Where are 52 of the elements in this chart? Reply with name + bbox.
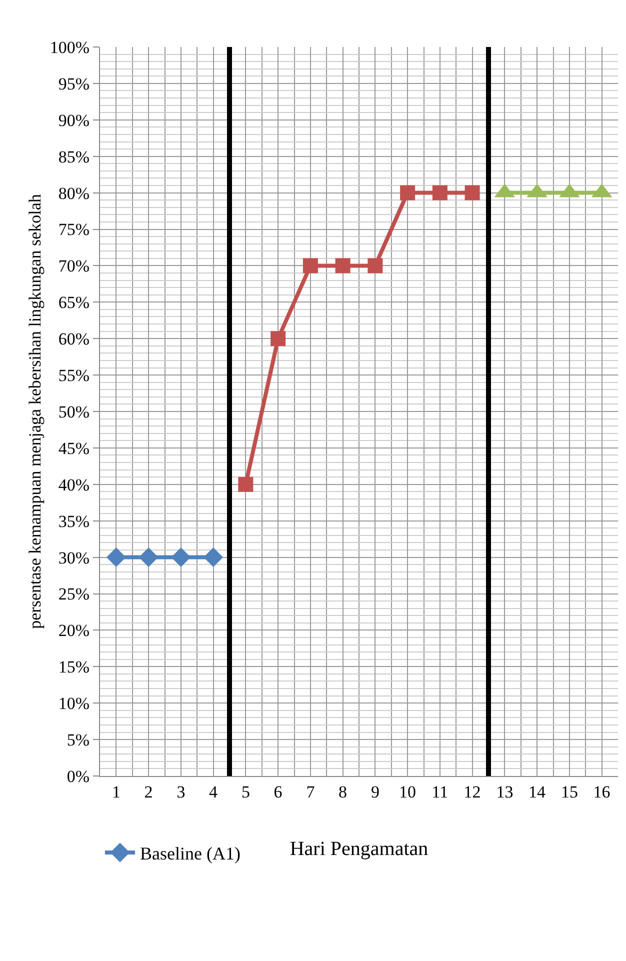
x-tick-label: 2 (144, 782, 153, 802)
x-axis-title: Hari Pengamatan (290, 838, 428, 860)
point (335, 258, 350, 274)
x-tick-label: 5 (241, 782, 250, 802)
x-tick-label: 6 (274, 782, 282, 802)
y-tick-label: 55% (58, 366, 90, 385)
y-tick-label: 100% (50, 38, 90, 57)
y-tick-label: 10% (58, 694, 90, 714)
x-tick-label: 16 (593, 782, 610, 802)
y-tick-label: 15% (58, 658, 90, 677)
point (400, 185, 416, 200)
point (138, 548, 158, 568)
point (302, 258, 318, 274)
x-tick-label: 4 (209, 782, 218, 802)
y-tick-label: 35% (58, 512, 90, 531)
x-tick-label: 15 (560, 782, 578, 802)
point (106, 548, 126, 568)
point (368, 258, 383, 274)
x-tick-label: 14 (528, 782, 546, 802)
y-tick-label: 40% (58, 475, 90, 494)
y-tick-label: 30% (58, 548, 90, 568)
legend-label: Baseline (A1) (140, 844, 240, 864)
x-tick-label: 12 (464, 782, 481, 802)
y-tick-label: 65% (58, 293, 90, 312)
point (238, 476, 254, 492)
y-tick-label: 45% (58, 438, 90, 458)
point (270, 331, 286, 346)
y-tick-label: 25% (58, 584, 90, 604)
point (432, 185, 448, 200)
y-tick-label: 85% (58, 147, 90, 166)
y-tick-label: 0% (66, 766, 90, 786)
y-tick-label: 80% (58, 184, 90, 203)
x-tick-label: 13 (496, 782, 514, 802)
y-tick-label: 50% (58, 402, 90, 422)
y-tick-label: 20% (58, 621, 90, 640)
point (171, 548, 191, 568)
y-tick-label: 5% (66, 730, 90, 750)
x-tick-label: 7 (306, 782, 316, 802)
x-tick-label: 8 (338, 782, 348, 802)
y-axis-title: persentase kemampuan menjaga kebersihan lingkungan sekolah (25, 194, 44, 629)
x-tick-label: 10 (399, 782, 416, 802)
point (464, 185, 480, 200)
x-tick-label: 11 (432, 782, 448, 802)
y-tick-label: 60% (58, 330, 90, 349)
y-tick-label: 75% (58, 220, 90, 240)
x-tick-label: 9 (370, 782, 380, 802)
point (204, 548, 224, 568)
y-tick-label: 70% (58, 256, 90, 276)
y-tick-label: 95% (58, 74, 90, 94)
y-tick-label: 90% (58, 110, 90, 130)
x-tick-label: 3 (176, 782, 186, 802)
x-tick-label: 1 (112, 782, 120, 802)
